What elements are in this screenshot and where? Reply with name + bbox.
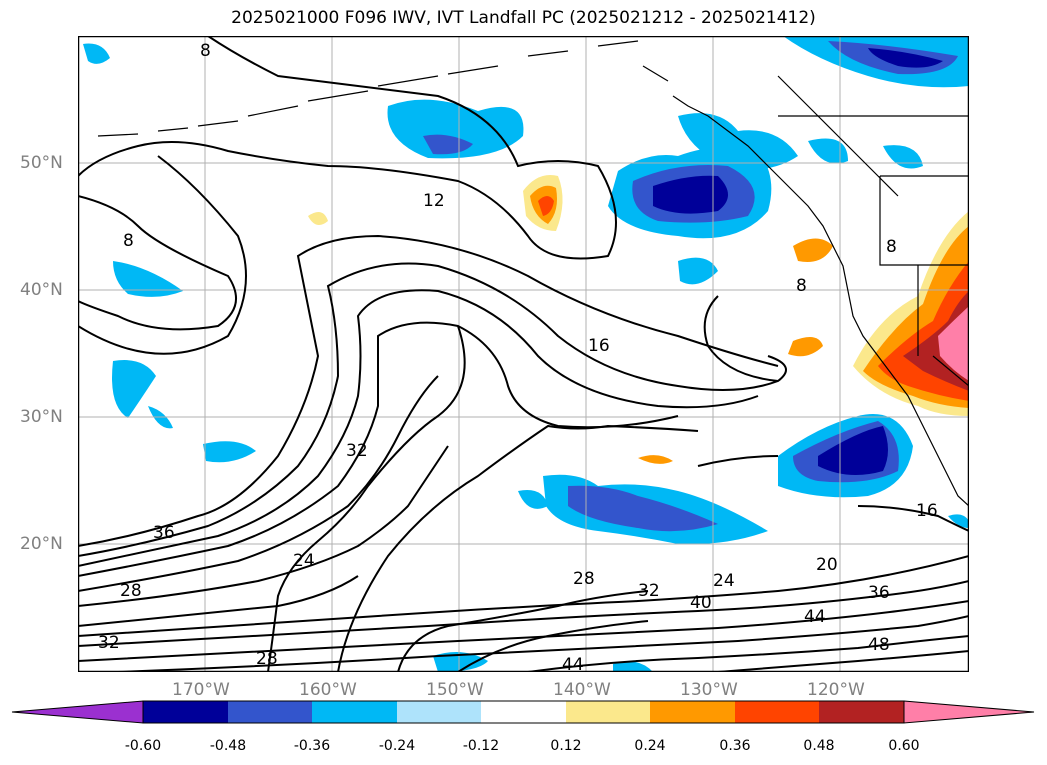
contour-label: 8 [796, 276, 807, 296]
contour-label: 40 [690, 593, 712, 613]
lon-label-170w: 170°W [172, 680, 230, 700]
iwv-contours [78, 36, 969, 672]
contour-label: 16 [588, 336, 610, 356]
colorbar-bin [819, 701, 904, 723]
contour-label: 16 [916, 501, 938, 521]
colorbar-tick: -0.48 [209, 738, 247, 754]
contour-label: 28 [573, 569, 595, 589]
colorbar-over [903, 700, 1035, 724]
contour-label: 28 [256, 649, 278, 669]
lon-label-140w: 140°W [553, 680, 611, 700]
lon-label-130w: 130°W [680, 680, 738, 700]
contour-labels: 8 8 12 16 16 8 8 20 24 24 28 28 28 32 32… [98, 41, 938, 672]
contour-label: 32 [346, 441, 368, 461]
lat-label-50: 50°N [20, 153, 63, 173]
colorbar [11, 700, 1035, 724]
contour-label: 24 [713, 571, 735, 591]
colorbar-tick: -0.12 [462, 738, 500, 754]
lat-label-40: 40°N [20, 280, 63, 300]
lat-label-30: 30°N [20, 407, 63, 427]
colorbar-tick: 0.24 [634, 738, 666, 754]
contour-label: 8 [886, 237, 897, 257]
colorbar-bin [650, 701, 735, 723]
colorbar-bin [566, 701, 650, 723]
colorbar-bin [312, 701, 397, 723]
contour-label: 20 [816, 555, 838, 575]
contour-label: 24 [293, 551, 315, 571]
lon-label-160w: 160°W [299, 680, 357, 700]
map-canvas: 8 8 12 16 16 8 8 20 24 24 28 28 28 32 32… [78, 36, 969, 672]
colorbar-tick: 0.60 [888, 738, 920, 754]
contour-label: 48 [868, 635, 890, 655]
colorbar-bin [397, 701, 481, 723]
map-panel: 8 8 12 16 16 8 8 20 24 24 28 28 28 32 32… [78, 36, 969, 672]
chart-title: 2025021000 F096 IWV, IVT Landfall PC (20… [231, 8, 816, 28]
colorbar-bin [228, 701, 312, 723]
colorbar-under [11, 700, 144, 724]
colorbar-tick: -0.60 [124, 738, 162, 754]
contour-label: 44 [804, 607, 826, 627]
contour-label: 44 [562, 655, 584, 672]
lon-label-150w: 150°W [426, 680, 484, 700]
colorbar-bin [143, 701, 228, 723]
contour-label: 8 [200, 41, 211, 61]
lat-label-20: 20°N [20, 534, 63, 554]
contour-label: 32 [98, 633, 120, 653]
colorbar-tick: 0.48 [803, 738, 835, 754]
contour-label: 36 [868, 583, 890, 603]
contour-label: 28 [120, 581, 142, 601]
colorbar-tick: 0.36 [719, 738, 751, 754]
contour-label: 8 [123, 231, 134, 251]
contour-label: 36 [153, 523, 175, 543]
contour-label: 12 [423, 191, 445, 211]
graticule [78, 36, 969, 672]
colorbar-bin [481, 701, 566, 723]
colorbar-tick: 0.12 [550, 738, 582, 754]
lon-label-120w: 120°W [807, 680, 865, 700]
colorbar-tick: -0.36 [293, 738, 331, 754]
shaded-field [83, 36, 969, 672]
coastline [97, 40, 969, 507]
colorbar-bin [735, 701, 819, 723]
colorbar-tick: -0.24 [378, 738, 416, 754]
contour-label: 32 [638, 581, 660, 601]
